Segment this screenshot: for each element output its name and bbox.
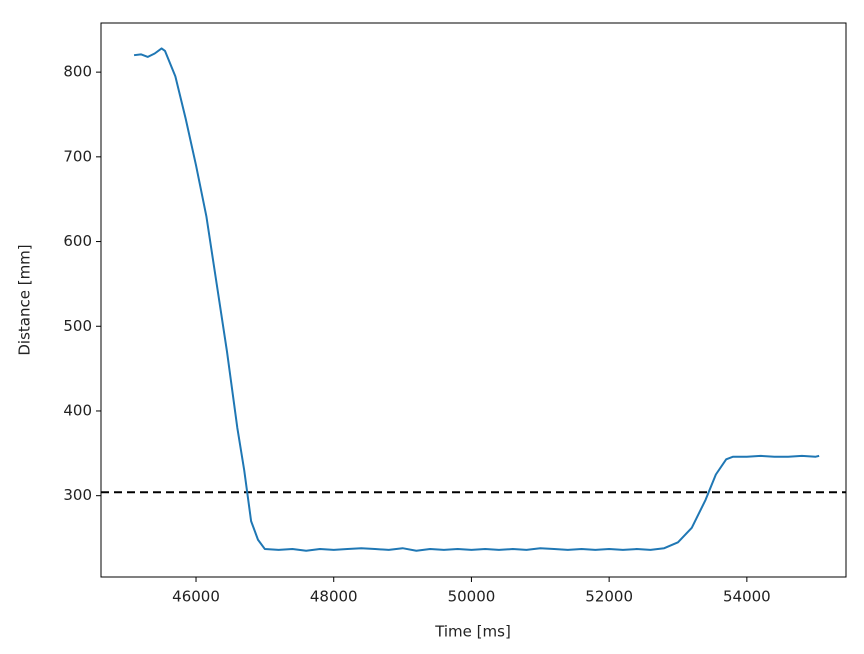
y-tick-label: 500 bbox=[63, 317, 92, 335]
x-tick-label: 50000 bbox=[448, 588, 496, 606]
x-tick-label: 52000 bbox=[585, 588, 633, 606]
y-axis-label: Distance [mm] bbox=[16, 244, 34, 355]
y-tick-label: 400 bbox=[63, 401, 92, 419]
y-tick-label: 300 bbox=[63, 486, 92, 504]
data-line bbox=[133, 47, 820, 552]
x-axis-label: Time [ms] bbox=[434, 623, 511, 641]
plot-frame bbox=[100, 22, 847, 578]
x-tick-label: 46000 bbox=[172, 588, 220, 606]
x-tick-label: 54000 bbox=[723, 588, 771, 606]
y-tick-label: 700 bbox=[63, 147, 92, 165]
y-tick-label: 800 bbox=[63, 63, 92, 81]
x-tick-label: 48000 bbox=[310, 588, 358, 606]
y-tick-label: 600 bbox=[63, 232, 92, 250]
